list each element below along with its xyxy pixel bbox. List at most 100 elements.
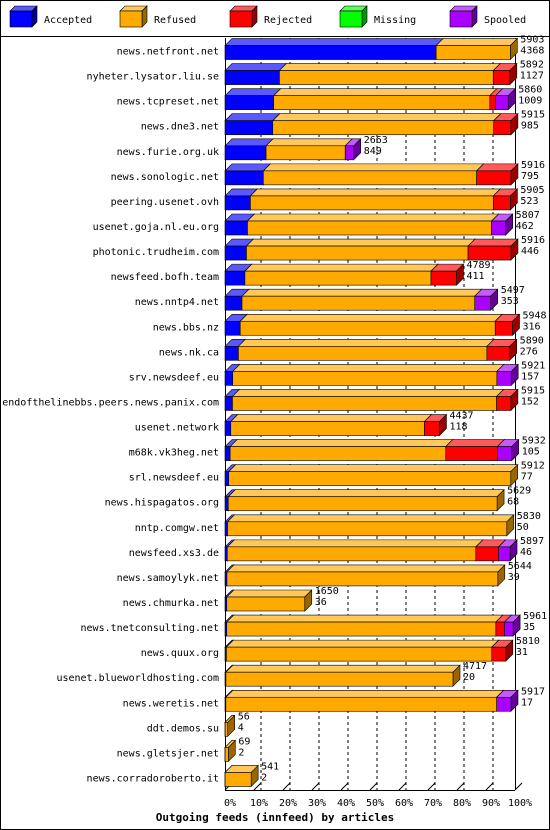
bar-rejected (494, 313, 521, 336)
feed-label: usenet.blueworldhosting.com (56, 673, 219, 684)
bar-refused-front (244, 270, 432, 286)
bar-refused-front (279, 70, 494, 85)
total-label: 5912 (521, 461, 545, 472)
bar-refused (239, 313, 503, 336)
total-label: 5915 (521, 385, 545, 396)
bar-rejected-front (486, 346, 510, 361)
bar-refused-front (247, 220, 492, 236)
accepted-label: 118 (449, 422, 467, 433)
feed-label: srl.newsdeef.eu (129, 473, 219, 484)
total-label: 5961 (523, 611, 547, 622)
tick-mark-80 (456, 782, 465, 791)
bar-rejected-front (491, 646, 507, 662)
x-tick-label: 30% (308, 798, 326, 809)
bar-refused-front (224, 722, 229, 737)
bar-refused (226, 514, 515, 537)
bar-rejected (445, 438, 506, 462)
total-label: 5921 (521, 360, 545, 371)
accepted-label: 157 (521, 371, 539, 382)
chart-title: Outgoing feeds (innfeed) by articles (156, 811, 394, 824)
bar-spooled-front (474, 295, 491, 311)
accepted-label: 1127 (520, 71, 544, 82)
accepted-label: 849 (364, 146, 382, 157)
bar-refused (435, 37, 519, 61)
feed-label: newsfeed.xs3.de (129, 548, 219, 559)
bar-refused-front (265, 145, 346, 161)
bar-accepted-top (224, 163, 272, 172)
bar-rejected (486, 338, 518, 362)
feed-label: endofthelinebbs.peers.news.panix.com (2, 397, 219, 408)
bar-accepted (224, 37, 444, 61)
bar-rejected (491, 639, 514, 662)
x-tick-label: 80% (453, 798, 471, 809)
tick-mark-100 (514, 782, 523, 791)
bar-refused-top (231, 389, 505, 397)
feed-label: news.netfront.net (117, 47, 219, 58)
bar-rejected-front (467, 245, 512, 261)
bar-row: news.gletsjer.net 692 (117, 736, 250, 763)
bar-rejected-front (492, 70, 511, 85)
bar-accepted-front (224, 245, 247, 261)
bar-refused-top (244, 263, 439, 272)
bar-refused (241, 288, 483, 311)
total-label: 5915 (521, 110, 545, 121)
total-label: 5916 (521, 160, 545, 171)
bar-accepted-front (224, 320, 241, 336)
total-label: 5890 (520, 335, 544, 346)
bar-accepted-front (224, 471, 230, 486)
total-label: 5932 (522, 436, 546, 447)
accepted-label: 46 (520, 547, 532, 558)
bar-refused-top (435, 38, 519, 46)
feed-label: newsfeed.bofh.team (111, 272, 219, 283)
bar-refused (226, 614, 504, 637)
feed-label: srv.newsdeef.eu (129, 372, 219, 383)
total-label: 5948 (522, 310, 546, 321)
bar-rejected-front (445, 446, 498, 461)
bar-spooled-front (344, 145, 355, 161)
accepted-label: 4368 (520, 46, 544, 57)
accepted-label: 17 (521, 697, 533, 708)
accepted-label: 985 (521, 121, 539, 132)
accepted-label: 4 (238, 722, 244, 733)
bar-rejected-front (495, 621, 505, 637)
bar-rejected-front (476, 170, 512, 186)
bar-refused-top (265, 138, 353, 147)
bar-accepted-front (224, 396, 233, 411)
feed-label: news.weretis.net (123, 698, 219, 709)
feed-label: news.nk.ca (159, 347, 219, 358)
bar-refused-top (227, 464, 519, 472)
bar-spooled (503, 614, 521, 637)
total-label: 4437 (449, 411, 473, 422)
bar-accepted (224, 113, 281, 136)
bar-rejected (467, 238, 519, 261)
bar-accepted-front (224, 170, 264, 186)
bar-rejected-front (496, 396, 512, 411)
bar-spooled (496, 438, 520, 462)
bar-refused-front (246, 245, 469, 261)
bar-refused-top (278, 63, 501, 71)
accepted-label: 31 (516, 647, 528, 658)
bar-refused-front (238, 346, 488, 361)
bar-spooled-front (497, 446, 513, 461)
bar-refused-front (239, 320, 496, 336)
accepted-label: 353 (501, 296, 519, 307)
feed-label: peering.usenet.ovh (111, 197, 219, 208)
feed-label: nntp.comgw.net (135, 523, 219, 534)
bar-rejected (475, 163, 519, 186)
bar-refused-top (241, 288, 483, 297)
bar-spooled (344, 138, 362, 161)
bar-accepted-front (224, 145, 267, 161)
bar-rejected-front (494, 320, 513, 336)
